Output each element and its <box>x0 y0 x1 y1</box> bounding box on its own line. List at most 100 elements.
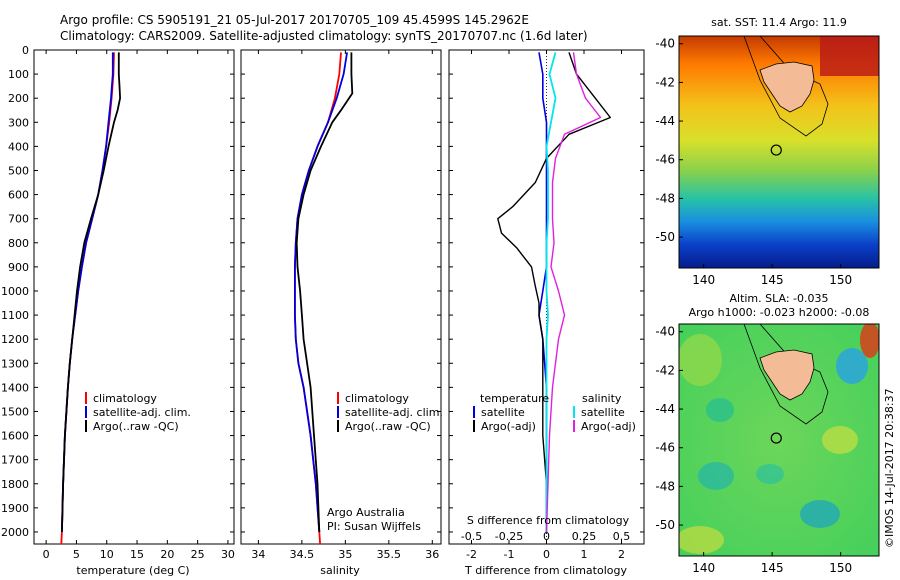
x-tick-label: 0 <box>43 548 50 561</box>
legend-salinity-title: salinity <box>582 392 622 405</box>
sla-anomaly <box>836 348 868 384</box>
sla-map-subtitle: Argo h1000: -0.023 h2000: -0.08 <box>689 306 870 319</box>
map-x-tick-label: 150 <box>829 561 852 575</box>
sla-anomaly <box>756 464 784 484</box>
depth-tick-label: 1900 <box>1 502 29 515</box>
sla-anomaly <box>698 462 734 490</box>
depth-tick-label: 1800 <box>1 478 29 491</box>
difference-legend-temperature: temperature satellite Argo(-adj) <box>473 392 549 433</box>
difference-legend-salinity: salinity satellite Argo(-adj) <box>573 392 636 433</box>
temperature-profile-plot: 0 5 10 15 20 25 30 <box>43 50 235 561</box>
depth-tick-label: 300 <box>8 116 29 129</box>
x-tick-label: 2 <box>618 548 625 561</box>
map-x-tick-label: 150 <box>829 273 852 287</box>
legend-s-satellite: satellite <box>581 406 625 419</box>
series-climatology <box>60 52 115 545</box>
x-tick-label: 34.5 <box>290 548 315 561</box>
map-x-tick-label: 145 <box>761 561 784 575</box>
annotation-argo-australia: Argo Australia <box>327 506 405 519</box>
map-x-tick-label: 140 <box>692 561 715 575</box>
depth-tick-label: 1100 <box>1 309 29 322</box>
tasmania-land <box>759 349 815 401</box>
s-difference-xlabel: S difference from climatology <box>467 514 630 527</box>
sla-map-title: Altim. SLA: -0.035 <box>729 292 828 305</box>
depth-tick-label: 1200 <box>1 333 29 346</box>
depth-tick-label: 1000 <box>1 285 29 298</box>
sla-map <box>679 324 879 556</box>
x-tick-label: 25 <box>191 548 205 561</box>
argo-location-marker <box>770 432 782 444</box>
sla-anomaly <box>800 500 840 528</box>
depth-tick-label: 800 <box>8 237 29 250</box>
t-difference-xlabel: T difference from climatology <box>464 564 627 577</box>
x-tick-label: 1 <box>581 548 588 561</box>
sla-anomaly <box>860 324 879 358</box>
depth-tick-label: 100 <box>8 68 29 81</box>
x2-tick-label: 0.25 <box>572 530 597 543</box>
sla-anomaly <box>706 398 734 422</box>
salinity-profile-plot: 34 34.5 35 35.5 36 <box>251 50 439 561</box>
map-x-tick-label: 145 <box>761 273 784 287</box>
map-y-tick-label: -44 <box>655 402 675 416</box>
argo-location-marker <box>770 144 782 156</box>
map-y-tick-label: -50 <box>655 518 675 532</box>
depth-tick-label: 600 <box>8 189 29 202</box>
map-y-tick-label: -48 <box>655 191 675 205</box>
x-tick-label: 34 <box>251 548 265 561</box>
depth-tick-label: 1500 <box>1 405 29 418</box>
depth-axis: 0 100 200 300 400 500 600 700 800 900 1000 1100 1200… <box>1 44 644 539</box>
series-argo-adj- <box>545 52 602 533</box>
x2-tick-label: -0.5 <box>461 530 482 543</box>
map-y-tick-label: -48 <box>655 479 675 493</box>
legend-satellite-adj: satellite-adj. clim. <box>93 406 191 419</box>
temperature-panel <box>33 49 235 545</box>
depth-tick-label: 1300 <box>1 357 29 370</box>
map-x-tick-label: 140 <box>692 273 715 287</box>
legend-argo: Argo(..raw -QC) <box>345 420 431 433</box>
x-tick-label: 10 <box>100 548 114 561</box>
legend-climatology: climatology <box>345 392 409 405</box>
tasmania-land <box>759 61 815 113</box>
salinity-xlabel: salinity <box>320 564 360 577</box>
depth-tick-label: 2000 <box>1 526 29 539</box>
sst-map-title: sat. SST: 11.4 Argo: 11.9 <box>711 16 847 29</box>
x-tick-label: 36 <box>425 548 439 561</box>
difference-profile-plot: -2 -1 0 1 2-0.5 -0.25 0 0.25 0.5 <box>461 50 630 561</box>
copyright-stamp: ©IMOS 14-Jul-2017 20:38:37 <box>883 388 896 548</box>
sla-anomaly <box>679 526 724 554</box>
legend-argo: Argo(..raw -QC) <box>93 420 179 433</box>
header-line1: Argo profile: CS 5905191_21 05-Jul-2017 … <box>60 13 529 27</box>
map-y-tick-label: -44 <box>655 114 675 128</box>
map-y-tick-label: -42 <box>655 75 675 89</box>
depth-tick-label: 700 <box>8 213 29 226</box>
x2-tick-label: 0.5 <box>613 530 631 543</box>
x-tick-label: 30 <box>221 548 235 561</box>
depth-tick-label: 1700 <box>1 454 29 467</box>
series-satellite <box>545 52 557 532</box>
shelf-contour <box>743 324 829 425</box>
salinity-legend: climatology satellite-adj. clim. Argo(..… <box>337 392 443 433</box>
series-climatology <box>293 52 342 545</box>
legend-t-argo: Argo(-adj) <box>481 420 536 433</box>
x-tick-label: -2 <box>466 548 477 561</box>
x-tick-label: 35 <box>338 548 352 561</box>
sst-warm-patch <box>820 36 879 76</box>
legend-climatology: climatology <box>93 392 157 405</box>
sst-map-frame <box>678 35 880 269</box>
header-line2: Climatology: CARS2009. Satellite-adjuste… <box>60 29 588 43</box>
series-satellite-adj-clim- <box>293 52 348 533</box>
shelf-contour <box>743 36 829 137</box>
depth-tick-label: 900 <box>8 261 29 274</box>
depth-tick-label: 200 <box>8 92 29 105</box>
series-satellite-adj-clim- <box>61 52 114 533</box>
sla-anomaly <box>679 334 722 386</box>
sla-map-axes: 140 145 150 -40 -42 -44 -46 -48 -50 <box>655 325 852 575</box>
map-y-tick-label: -42 <box>655 363 675 377</box>
sst-map <box>679 36 879 268</box>
annotation-pi: PI: Susan Wijffels <box>327 520 421 533</box>
x-tick-label: 20 <box>160 548 174 561</box>
legend-t-satellite: satellite <box>481 406 525 419</box>
depth-tick-label: 1600 <box>1 430 29 443</box>
legend-s-argo: Argo(-adj) <box>581 420 636 433</box>
sla-anomaly <box>822 426 858 454</box>
